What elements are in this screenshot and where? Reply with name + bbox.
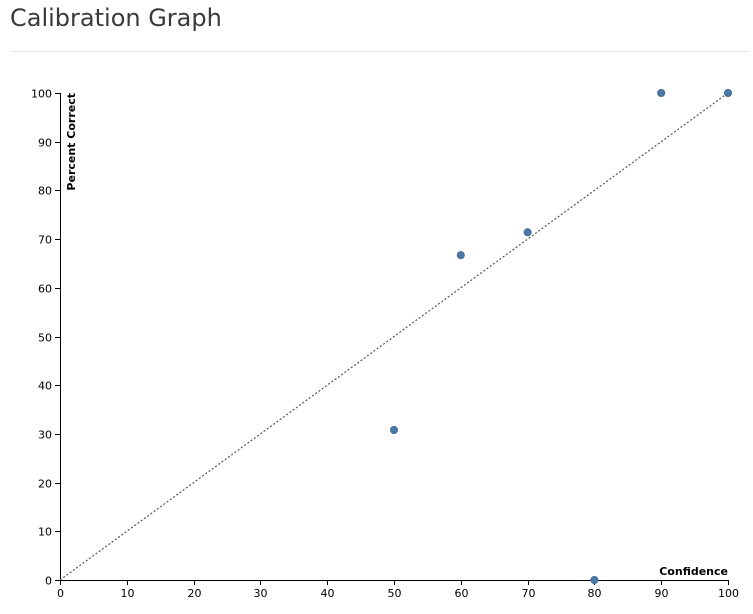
x-tick-label: 20: [188, 587, 202, 600]
y-tick-label: 100: [31, 88, 52, 101]
x-tick-label: 50: [388, 587, 402, 600]
x-axis-title: Confidence: [659, 565, 728, 578]
x-tick-label: 70: [522, 587, 536, 600]
data-point: [456, 251, 465, 260]
x-tick-label: 30: [254, 587, 268, 600]
y-tick-label: 10: [38, 526, 52, 539]
data-point: [590, 576, 599, 585]
y-axis-title: Percent Correct: [65, 93, 78, 191]
data-point: [724, 89, 733, 98]
x-tick-label: 0: [57, 587, 64, 600]
y-tick-label: 40: [38, 380, 52, 393]
reference-line: [59, 92, 729, 581]
x-tick-label: 100: [718, 587, 739, 600]
y-tick-label: 30: [38, 429, 52, 442]
title-divider: [10, 51, 748, 52]
page-title: Calibration Graph: [10, 4, 222, 32]
x-tick-label: 10: [121, 587, 135, 600]
y-tick-label: 50: [38, 332, 52, 345]
data-point: [523, 228, 532, 237]
y-tick-label: 70: [38, 234, 52, 247]
data-points: [389, 89, 733, 585]
y-tick-label: 80: [38, 185, 52, 198]
x-tick-label: 90: [655, 587, 669, 600]
y-tick-label: 90: [38, 137, 52, 150]
data-point: [657, 89, 666, 98]
x-tick-label: 80: [588, 587, 602, 600]
y-tick-label: 0: [45, 575, 52, 588]
y-tick-label: 60: [38, 283, 52, 296]
y-tick-label: 20: [38, 478, 52, 491]
x-tick-label: 40: [321, 587, 335, 600]
reference-line-layer: [59, 92, 729, 581]
x-tick-label: 60: [455, 587, 469, 600]
axes: 0 10 20 30 40 50 60 70 80 90 100 0 10 20 30 40 50 60 70 80 9…: [31, 88, 739, 601]
data-point: [389, 426, 398, 435]
